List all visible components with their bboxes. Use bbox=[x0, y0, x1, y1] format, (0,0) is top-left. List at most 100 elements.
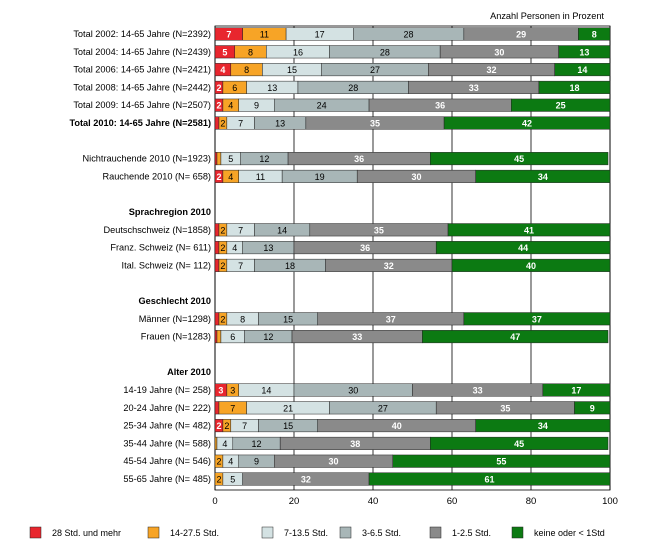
data-label: 18 bbox=[285, 261, 295, 271]
bar-segment bbox=[214, 116, 220, 130]
bar-segment bbox=[475, 169, 611, 183]
legend-swatch bbox=[147, 526, 160, 539]
data-label: 9 bbox=[254, 101, 259, 111]
row-label: Total 2006: 14-65 Jahre (N=2421) bbox=[73, 65, 211, 75]
data-label: 30 bbox=[494, 47, 504, 57]
row-label: Nichtrauchende 2010 (N=1923) bbox=[83, 154, 211, 164]
data-label: 2 bbox=[216, 421, 221, 431]
row-label: Franz. Schweiz (N= 611) bbox=[110, 243, 211, 253]
data-label: 27 bbox=[370, 65, 380, 75]
data-label: 2 bbox=[216, 457, 221, 467]
data-label: 7 bbox=[238, 119, 243, 129]
data-label: 61 bbox=[485, 475, 495, 485]
data-label: 13 bbox=[267, 83, 277, 93]
data-label: 28 bbox=[348, 83, 358, 93]
row-label: Total 2008: 14-65 Jahre (N=2442) bbox=[73, 82, 211, 92]
data-label: 19 bbox=[315, 172, 325, 182]
data-label: 7 bbox=[238, 261, 243, 271]
row-label: 14-19 Jahre (N= 258) bbox=[123, 385, 211, 395]
data-label: 17 bbox=[315, 30, 325, 40]
bar-segment bbox=[214, 436, 218, 450]
data-label: 13 bbox=[263, 243, 273, 253]
data-label: 8 bbox=[592, 30, 597, 40]
data-label: 37 bbox=[386, 314, 396, 324]
data-label: 2 bbox=[216, 172, 221, 182]
bar-segment bbox=[214, 401, 220, 415]
data-label: 17 bbox=[571, 386, 581, 396]
bar-segment bbox=[578, 27, 611, 41]
x-tick-label: 80 bbox=[526, 496, 537, 507]
data-label: 30 bbox=[348, 386, 358, 396]
row-label: Deutschschweiz (N=1858) bbox=[104, 225, 212, 235]
bar-segment bbox=[214, 312, 220, 326]
row-label: Ital. Schweiz (N= 112) bbox=[122, 260, 211, 270]
data-label: 55 bbox=[496, 457, 506, 467]
row-label: Männer (N=1298) bbox=[139, 314, 211, 324]
group-header: Alter 2010 bbox=[167, 367, 211, 377]
data-label: 24 bbox=[317, 101, 327, 111]
row-label: 35-44 Jahre (N= 588) bbox=[123, 438, 211, 448]
plot-frame bbox=[214, 25, 611, 491]
legend-label: 28 Std. und mehr bbox=[52, 528, 121, 538]
data-label: 33 bbox=[469, 83, 479, 93]
x-tick-label: 100 bbox=[602, 496, 618, 507]
row-label: 25-34 Jahre (N= 482) bbox=[123, 421, 211, 431]
data-label: 40 bbox=[392, 421, 402, 431]
data-label: 3 bbox=[218, 386, 223, 396]
data-label: 28 bbox=[404, 30, 414, 40]
legend-swatch bbox=[339, 526, 352, 539]
bar-segment bbox=[538, 80, 611, 94]
bar-segment bbox=[443, 116, 611, 130]
legend-label: 7-13.5 Std. bbox=[284, 528, 328, 538]
data-label: 7 bbox=[226, 30, 231, 40]
data-label: 21 bbox=[283, 403, 293, 413]
data-label: 37 bbox=[532, 314, 542, 324]
data-label: 15 bbox=[283, 421, 293, 431]
data-label: 29 bbox=[516, 30, 526, 40]
bar-segment bbox=[422, 330, 609, 344]
x-tick-label: 60 bbox=[447, 496, 458, 507]
legend-label: 3-6.5 Std. bbox=[362, 528, 401, 538]
row-label: Total 2002: 14-65 Jahre (N=2392) bbox=[73, 29, 211, 39]
data-label: 9 bbox=[254, 457, 259, 467]
data-label: 27 bbox=[378, 403, 388, 413]
data-label: 2 bbox=[216, 101, 221, 111]
data-label: 25 bbox=[556, 101, 566, 111]
data-label: 6 bbox=[230, 332, 235, 342]
bar-segment bbox=[214, 241, 220, 255]
data-label: 47 bbox=[510, 332, 520, 342]
x-tick-label: 40 bbox=[368, 496, 379, 507]
bar-segment bbox=[475, 419, 611, 433]
legend-swatch bbox=[429, 526, 442, 539]
x-axis: 0 20 40 60 80 100 bbox=[212, 496, 618, 507]
data-label: 38 bbox=[350, 439, 360, 449]
bar-segment bbox=[214, 152, 218, 166]
data-label: 2 bbox=[220, 119, 225, 129]
data-label: 9 bbox=[590, 403, 595, 413]
row-label: Frauen (N=1283) bbox=[141, 332, 211, 342]
bar-segment bbox=[511, 98, 611, 112]
bar-segment bbox=[554, 63, 611, 77]
bar-segment bbox=[216, 152, 222, 166]
legend-label: 1-2.5 Std. bbox=[452, 528, 491, 538]
row-label: Rauchende 2010 (N= 658) bbox=[102, 171, 211, 181]
data-label: 33 bbox=[473, 386, 483, 396]
bar-segment bbox=[574, 401, 611, 415]
chart-rows: Total 2002: 14-65 Jahre (N=2392) 7 11 17 28 2… bbox=[69, 27, 611, 486]
row-label: 45-54 Jahre (N= 546) bbox=[123, 456, 211, 466]
data-label: 5 bbox=[228, 154, 233, 164]
data-label: 44 bbox=[518, 243, 528, 253]
data-label: 7 bbox=[238, 225, 243, 235]
bar-segment bbox=[463, 312, 611, 326]
data-label: 33 bbox=[352, 332, 362, 342]
data-label: 5 bbox=[222, 47, 227, 57]
bar-segment bbox=[451, 258, 611, 272]
data-label: 11 bbox=[256, 172, 265, 182]
legend-swatch bbox=[261, 526, 274, 539]
data-label: 5 bbox=[230, 475, 235, 485]
data-label: 45 bbox=[514, 154, 524, 164]
data-label: 30 bbox=[328, 457, 338, 467]
bar-segment bbox=[368, 472, 611, 486]
bar-segment bbox=[558, 45, 611, 59]
bar-segment bbox=[392, 454, 611, 468]
